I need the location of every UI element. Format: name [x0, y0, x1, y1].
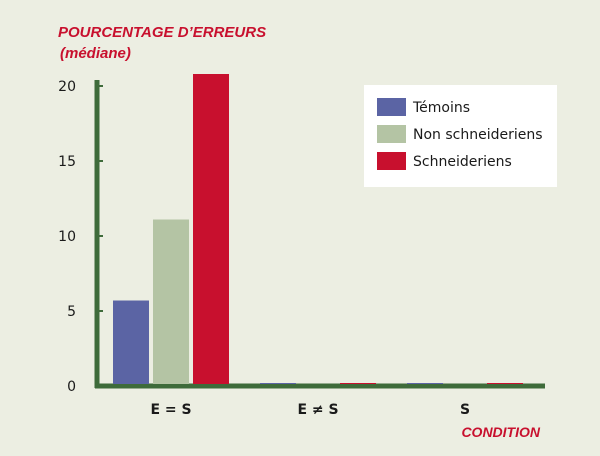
legend-swatch [377, 152, 406, 170]
x-category-label: S [460, 402, 470, 418]
y-tick-label: 0 [67, 379, 76, 395]
x-axis-title: CONDITION [461, 424, 540, 440]
bars: E = S E ≠ S S [113, 74, 523, 418]
legend: Témoins Non schneideriens Schneideriens [364, 85, 557, 187]
y-axis-title: POURCENTAGE D’ERREURS [58, 24, 266, 41]
legend-swatch [377, 98, 406, 116]
y-axis-subtitle: (médiane) [60, 45, 131, 62]
x-category-label: E = S [150, 402, 191, 418]
legend-label: Témoins [412, 100, 470, 116]
bar-schneideriens [487, 383, 523, 384]
legend-label: Schneideriens [413, 154, 512, 170]
bar-schneideriens [340, 383, 376, 384]
bar-schneideriens [193, 74, 229, 384]
y-tick-label: 10 [58, 229, 76, 245]
bar-non-schneideriens [153, 219, 189, 384]
legend-swatch [377, 125, 406, 143]
legend-label: Non schneideriens [413, 127, 543, 143]
axes: 0 5 10 15 20 [58, 79, 545, 395]
x-category-label: E ≠ S [297, 402, 338, 418]
bar-témoins [407, 383, 443, 384]
y-tick-label: 20 [58, 79, 76, 95]
y-tick-label: 15 [58, 154, 76, 170]
bar-témoins [260, 383, 296, 384]
bar-témoins [113, 300, 149, 384]
y-tick-label: 5 [67, 304, 76, 320]
